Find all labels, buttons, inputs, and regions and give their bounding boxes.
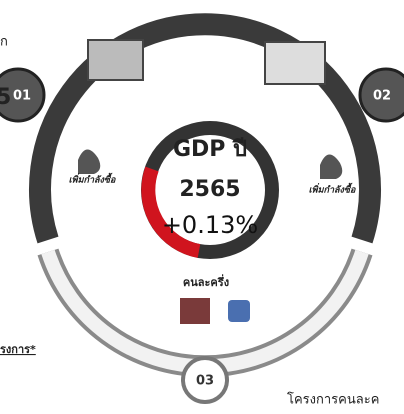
marker-label: 02	[373, 89, 391, 104]
icon	[320, 154, 342, 179]
center-label: GDP ปี	[173, 137, 247, 162]
center-year: 2565	[179, 177, 240, 202]
note: ก	[0, 35, 8, 50]
center-growth: +0.13%	[162, 211, 258, 239]
item-label: เพิ่มกำลังซื้อ	[309, 183, 356, 196]
item-label: เพิ่มกำลังซื้อ	[69, 173, 116, 186]
footnote: รงการ*	[0, 343, 36, 356]
image	[228, 300, 250, 322]
image	[88, 40, 143, 80]
icon	[78, 149, 100, 174]
image	[180, 298, 210, 324]
caption: โครงการคนละค	[287, 392, 379, 408]
note: 5	[0, 85, 11, 110]
image	[265, 42, 325, 84]
marker-label: 01	[13, 89, 31, 104]
infographic: 01 02 03 GDP ปี 2565 +0.13% เพิ่มกำลังซื…	[0, 0, 404, 414]
item-label: คนละครึ่ง	[183, 274, 229, 289]
marker-label: 03	[196, 374, 214, 389]
